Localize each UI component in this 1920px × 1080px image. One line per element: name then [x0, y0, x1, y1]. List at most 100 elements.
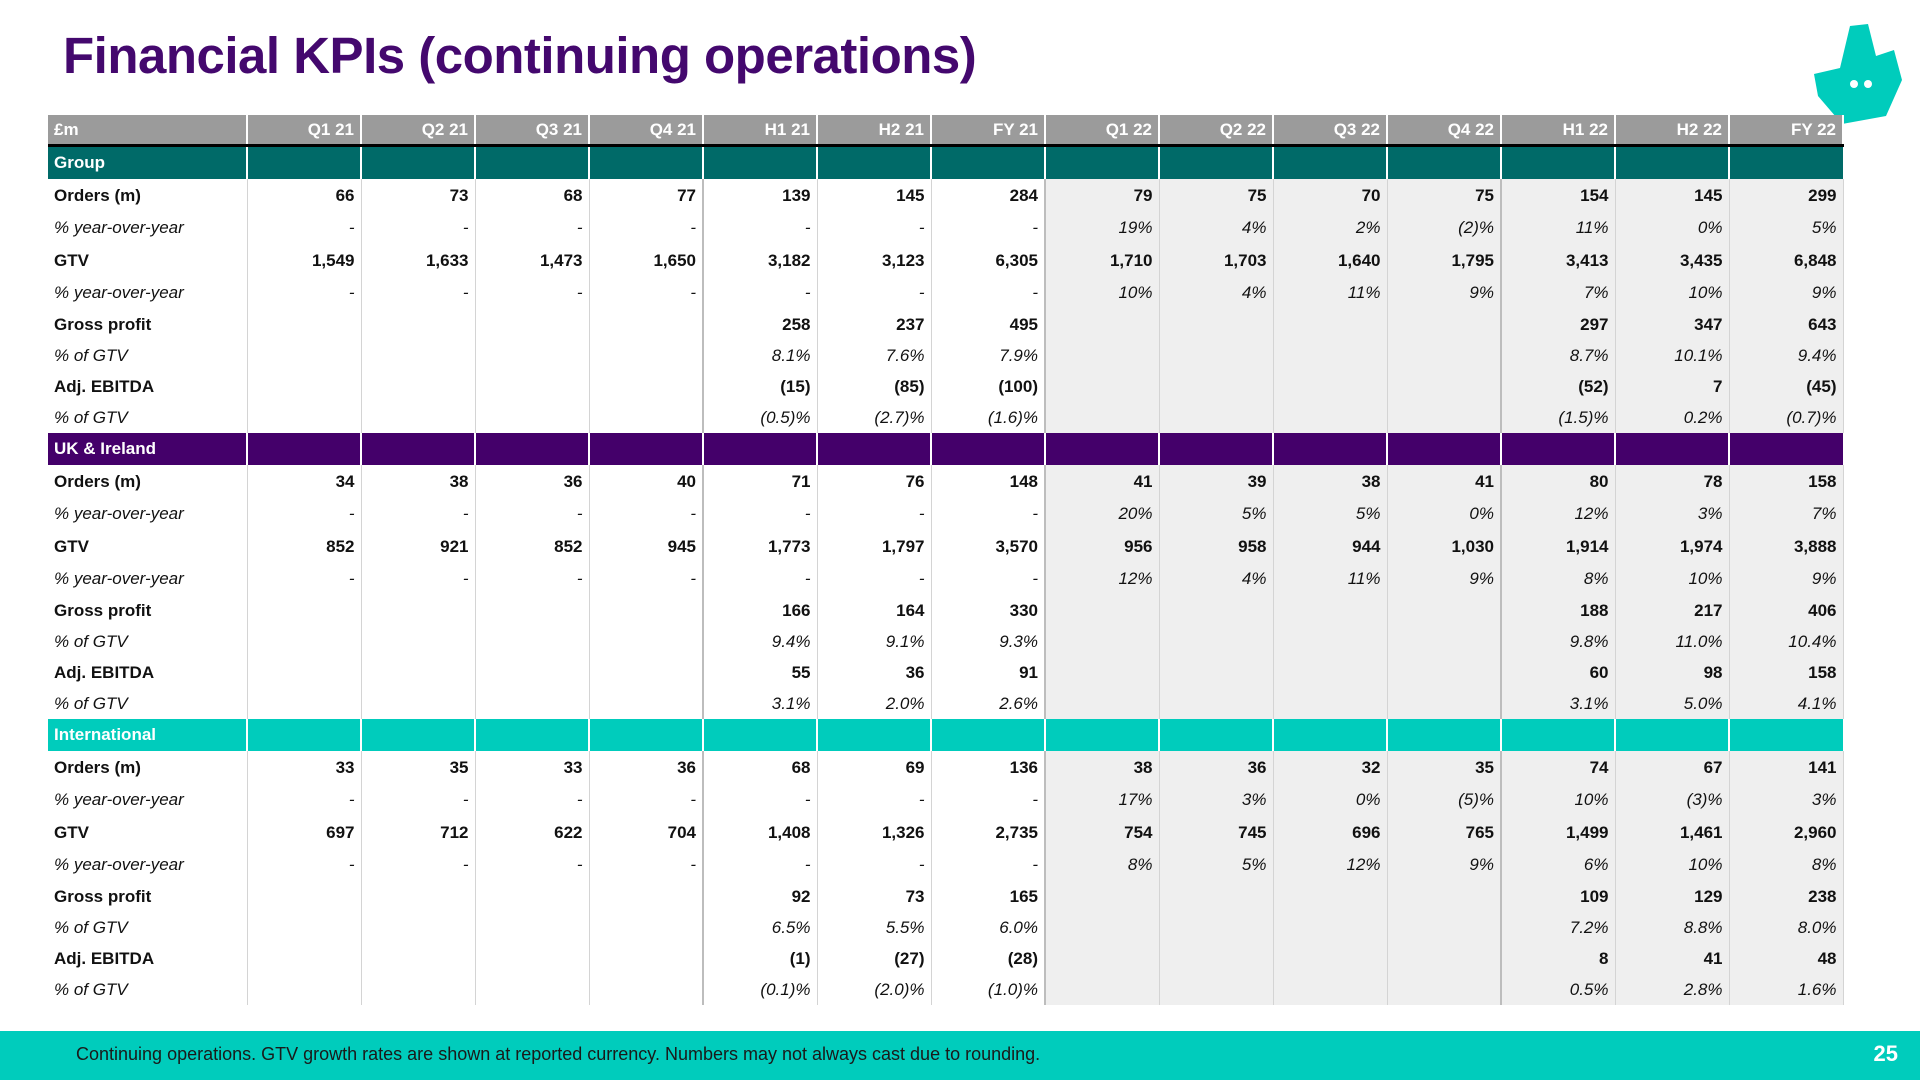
section-header-row: International	[48, 719, 1843, 751]
column-header: Q2 22	[1159, 115, 1274, 147]
table-cell	[1045, 402, 1160, 433]
table-cell: 145	[1615, 179, 1730, 212]
table-cell	[589, 881, 704, 912]
table-cell: 9%	[1387, 277, 1502, 309]
column-header: Q4 22	[1387, 115, 1502, 147]
table-cell: 238	[1729, 881, 1844, 912]
row-label: % year-over-year	[48, 212, 248, 244]
table-cell	[589, 626, 704, 657]
table-cell	[1273, 371, 1388, 402]
row-label: % of GTV	[48, 912, 248, 943]
table-cell: 68	[475, 179, 590, 212]
table-cell: 8%	[1501, 563, 1616, 595]
table-cell	[1273, 912, 1388, 943]
table-cell: 852	[475, 530, 590, 563]
table-cell: 2%	[1273, 212, 1388, 244]
table-cell: 32	[1273, 751, 1388, 784]
table-cell	[589, 688, 704, 719]
section-fill-cell	[1273, 719, 1388, 751]
column-header-unit: £m	[48, 115, 248, 147]
table-cell: 4%	[1159, 563, 1274, 595]
table-row: GTV 1,549 1,633 1,473 1,650 3,182 3,123 6,305 1,…	[48, 244, 1844, 277]
table-cell: 852	[247, 530, 362, 563]
row-label: % of GTV	[48, 402, 248, 433]
table-cell: 141	[1729, 751, 1844, 784]
table-cell	[1273, 402, 1388, 433]
table-cell: 0%	[1615, 212, 1730, 244]
table-cell	[1387, 688, 1502, 719]
table-cell	[1273, 626, 1388, 657]
table-cell: 297	[1501, 309, 1616, 340]
section-fill-cell	[1387, 145, 1502, 179]
table-cell: 1,974	[1615, 530, 1730, 563]
table-cell: -	[361, 849, 476, 881]
section-fill-cell	[475, 433, 590, 465]
table-cell: (5)%	[1387, 784, 1502, 816]
table-cell: (45)	[1729, 371, 1844, 402]
table-cell: -	[817, 784, 932, 816]
table-cell: 9%	[1729, 563, 1844, 595]
table-cell: 1,914	[1501, 530, 1616, 563]
table-cell: 40	[589, 465, 704, 498]
table-cell: -	[703, 498, 818, 530]
table-cell	[361, 402, 476, 433]
table-cell: -	[475, 563, 590, 595]
page-number: 25	[1873, 1041, 1898, 1066]
table-cell: 17%	[1045, 784, 1160, 816]
table-row: % of GTV (0.5)% (2.7)% (1.6)% (1.5)% 0.2% (0.7…	[48, 402, 1844, 433]
table-cell: 622	[475, 816, 590, 849]
table-cell: 11%	[1273, 277, 1388, 309]
table-cell: 3,182	[703, 244, 818, 277]
table-cell	[1159, 974, 1274, 1005]
table-cell: 164	[817, 595, 932, 626]
table-cell: 8.1%	[703, 340, 818, 371]
table-cell: 39	[1159, 465, 1274, 498]
table-cell	[475, 626, 590, 657]
table-cell: 2,960	[1729, 816, 1844, 849]
table-cell: 75	[1159, 179, 1274, 212]
section-title: Group	[48, 145, 248, 179]
table-cell: (2.0)%	[817, 974, 932, 1005]
table-cell: (1.0)%	[931, 974, 1046, 1005]
table-row: Adj. EBITDA (15) (85) (100) (52) 7 (45)	[48, 371, 1844, 402]
section-fill-cell	[1615, 719, 1730, 751]
section-fill-cell	[1045, 719, 1160, 751]
section-fill-cell	[1501, 719, 1616, 751]
table-cell: 38	[1045, 751, 1160, 784]
table-cell	[1273, 688, 1388, 719]
table-cell: 9%	[1387, 563, 1502, 595]
table-cell: 754	[1045, 816, 1160, 849]
section-fill-cell	[247, 719, 362, 751]
table-cell: 3,888	[1729, 530, 1844, 563]
table-cell: 6,305	[931, 244, 1046, 277]
table-cell	[589, 340, 704, 371]
table-cell: 4%	[1159, 277, 1274, 309]
row-label: Adj. EBITDA	[48, 657, 248, 688]
table-cell: 237	[817, 309, 932, 340]
table-cell: 7.9%	[931, 340, 1046, 371]
table-row: Orders (m) 33 35 33 36 68 69 136 38 36 32 35 74 67 141	[48, 751, 1844, 784]
section-fill-cell	[1273, 145, 1388, 179]
table-cell	[1159, 595, 1274, 626]
table-cell: (28)	[931, 943, 1046, 974]
table-cell	[1045, 974, 1160, 1005]
table-cell: 36	[817, 657, 932, 688]
table-cell	[1159, 402, 1274, 433]
table-cell	[589, 657, 704, 688]
table-cell: -	[589, 498, 704, 530]
table-cell	[1159, 626, 1274, 657]
table-cell: 36	[475, 465, 590, 498]
table-cell: 945	[589, 530, 704, 563]
table-cell	[1387, 626, 1502, 657]
table-cell: 10.1%	[1615, 340, 1730, 371]
table-cell: -	[475, 849, 590, 881]
table-cell: 154	[1501, 179, 1616, 212]
row-label: % year-over-year	[48, 498, 248, 530]
page-title: Financial KPIs (continuing operations)	[63, 27, 977, 84]
table-cell: 9.3%	[931, 626, 1046, 657]
table-cell	[1273, 309, 1388, 340]
table-cell: 9%	[1729, 277, 1844, 309]
table-cell: 8.7%	[1501, 340, 1616, 371]
table-cell: (3)%	[1615, 784, 1730, 816]
table-cell: 217	[1615, 595, 1730, 626]
